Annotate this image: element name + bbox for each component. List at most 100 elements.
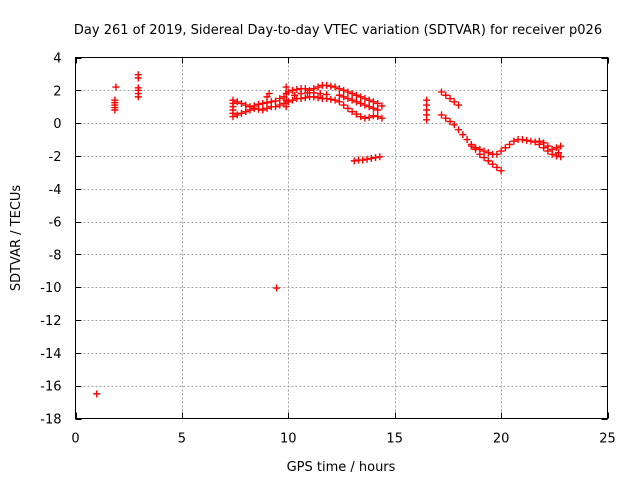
data-point (350, 157, 358, 165)
data-point (263, 93, 271, 101)
data-point (259, 106, 267, 114)
data-point (293, 85, 301, 93)
data-point (531, 138, 539, 146)
data-point (552, 144, 560, 152)
x-tick-label: 0 (71, 432, 79, 447)
data-point (282, 83, 290, 91)
data-point (438, 111, 446, 119)
data-point (246, 103, 254, 111)
data-point (344, 95, 352, 103)
data-point (365, 113, 373, 121)
data-point (442, 114, 450, 122)
y-tick-label: -14 (40, 347, 61, 362)
data-point (344, 88, 352, 96)
data-point (335, 98, 343, 106)
x-tick-label: 20 (493, 432, 510, 447)
data-point (348, 96, 356, 104)
data-point (242, 101, 250, 109)
data-point (497, 167, 505, 175)
data-point (361, 101, 369, 109)
data-point (378, 114, 386, 122)
data-point (323, 90, 331, 98)
data-point (361, 95, 369, 103)
data-point (303, 89, 311, 97)
data-point (111, 96, 119, 104)
data-point (359, 156, 367, 164)
x-tick-label: 15 (386, 432, 403, 447)
data-point (493, 150, 501, 158)
data-point (316, 90, 324, 98)
data-point (527, 137, 535, 145)
data-point (310, 89, 318, 97)
data-point (376, 153, 384, 161)
data-point (442, 91, 450, 99)
y-tick-label: -12 (40, 314, 61, 329)
data-point (314, 83, 322, 91)
data-point (323, 81, 331, 89)
y-tick-label: -6 (49, 216, 62, 231)
data-point (506, 140, 514, 148)
grid (75, 57, 608, 419)
data-point (357, 99, 365, 107)
y-tick-label: -16 (40, 380, 61, 395)
data-point (352, 98, 360, 106)
data-point (372, 154, 380, 162)
data-point (284, 98, 292, 106)
data-point (229, 96, 237, 104)
data-point (331, 83, 339, 91)
data-point (357, 93, 365, 101)
data-point (331, 96, 339, 104)
data-point (523, 136, 531, 144)
data-point (250, 102, 258, 110)
data-point (301, 85, 309, 93)
data-point (112, 83, 120, 91)
x-tick-label: 5 (178, 432, 186, 447)
data-point (348, 90, 356, 98)
data-point (352, 110, 360, 118)
data-point (289, 96, 297, 104)
data-point (450, 121, 458, 129)
data-point (357, 113, 365, 121)
data-point (134, 71, 142, 79)
data-point (467, 142, 475, 150)
data-point (335, 91, 343, 99)
data-point (255, 100, 263, 108)
data-point (369, 104, 377, 112)
y-tick-label: -4 (49, 183, 62, 198)
data-point (267, 98, 275, 106)
data-point (510, 137, 518, 145)
data-point (289, 86, 297, 94)
data-point (340, 93, 348, 101)
data-point (365, 103, 373, 111)
data-point (327, 82, 335, 90)
data-point (463, 136, 471, 144)
data-point (367, 154, 375, 162)
data-point (352, 91, 360, 99)
data-point (374, 99, 382, 107)
data-point (557, 142, 565, 150)
data-point (344, 104, 352, 112)
data-point (93, 390, 101, 398)
data-point (497, 147, 505, 155)
y-tick-label: 4 (53, 52, 61, 67)
data-point (378, 102, 386, 110)
data-point (301, 94, 309, 102)
data-point (259, 99, 267, 107)
data-point (446, 117, 454, 125)
data-points (93, 71, 565, 398)
y-tick-label: 2 (53, 84, 61, 99)
data-point (484, 149, 492, 157)
x-axis-label: GPS time / hours (287, 460, 396, 475)
data-point (544, 142, 552, 150)
data-point (369, 112, 377, 120)
axis-ticks: 0 5 10 15 20 25 -18 -16 -14 -12 -10 -8 -6 -4 -2 0 2 4 (40, 52, 616, 447)
y-tick-label: -18 (40, 413, 61, 428)
data-point (361, 114, 369, 122)
data-point (518, 136, 526, 144)
data-point (272, 97, 280, 105)
data-point (480, 154, 488, 162)
data-point (242, 108, 250, 116)
data-point (291, 91, 299, 99)
data-point (369, 98, 377, 106)
